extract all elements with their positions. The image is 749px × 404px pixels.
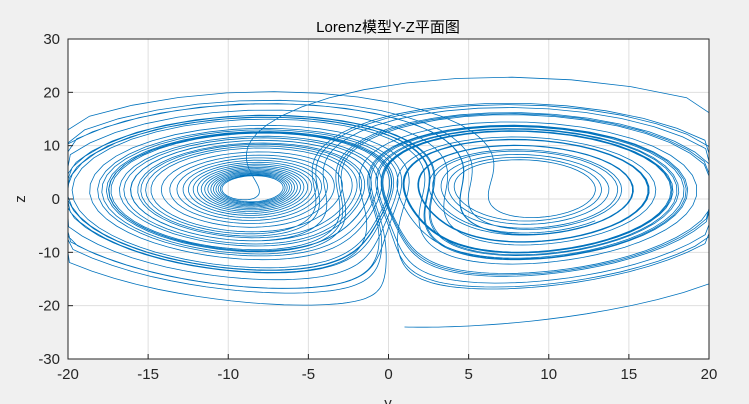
x-tick-label: 20 <box>701 366 718 383</box>
x-axis-ticks: -20 -15 -10 -5 0 5 10 15 20 <box>57 354 717 383</box>
x-tick-label: -15 <box>137 366 159 383</box>
x-tick-label: 5 <box>464 366 472 383</box>
x-axis-label: y <box>384 395 392 404</box>
x-tick-label: 10 <box>540 366 557 383</box>
y-tick-label: -20 <box>38 298 60 315</box>
y-tick-label: 20 <box>43 84 60 101</box>
y-tick-label: -30 <box>38 351 60 368</box>
y-tick-label: 0 <box>52 191 60 208</box>
plot-area <box>67 76 710 328</box>
x-tick-label: -5 <box>302 366 315 383</box>
y-tick-label: 30 <box>43 31 60 48</box>
x-tick-label: -10 <box>217 366 239 383</box>
y-axis-ticks: 30 20 10 0 -10 -20 -30 <box>38 31 73 368</box>
y-tick-label: -10 <box>38 244 60 261</box>
x-tick-label: 15 <box>621 366 638 383</box>
x-tick-label: 0 <box>384 366 392 383</box>
y-tick-label: 10 <box>43 138 60 155</box>
series-line <box>67 76 710 328</box>
x-tick-label: -20 <box>57 366 79 383</box>
chart-title: Lorenz模型Y-Z平面图 <box>316 19 460 36</box>
y-axis-label: z <box>12 195 29 203</box>
